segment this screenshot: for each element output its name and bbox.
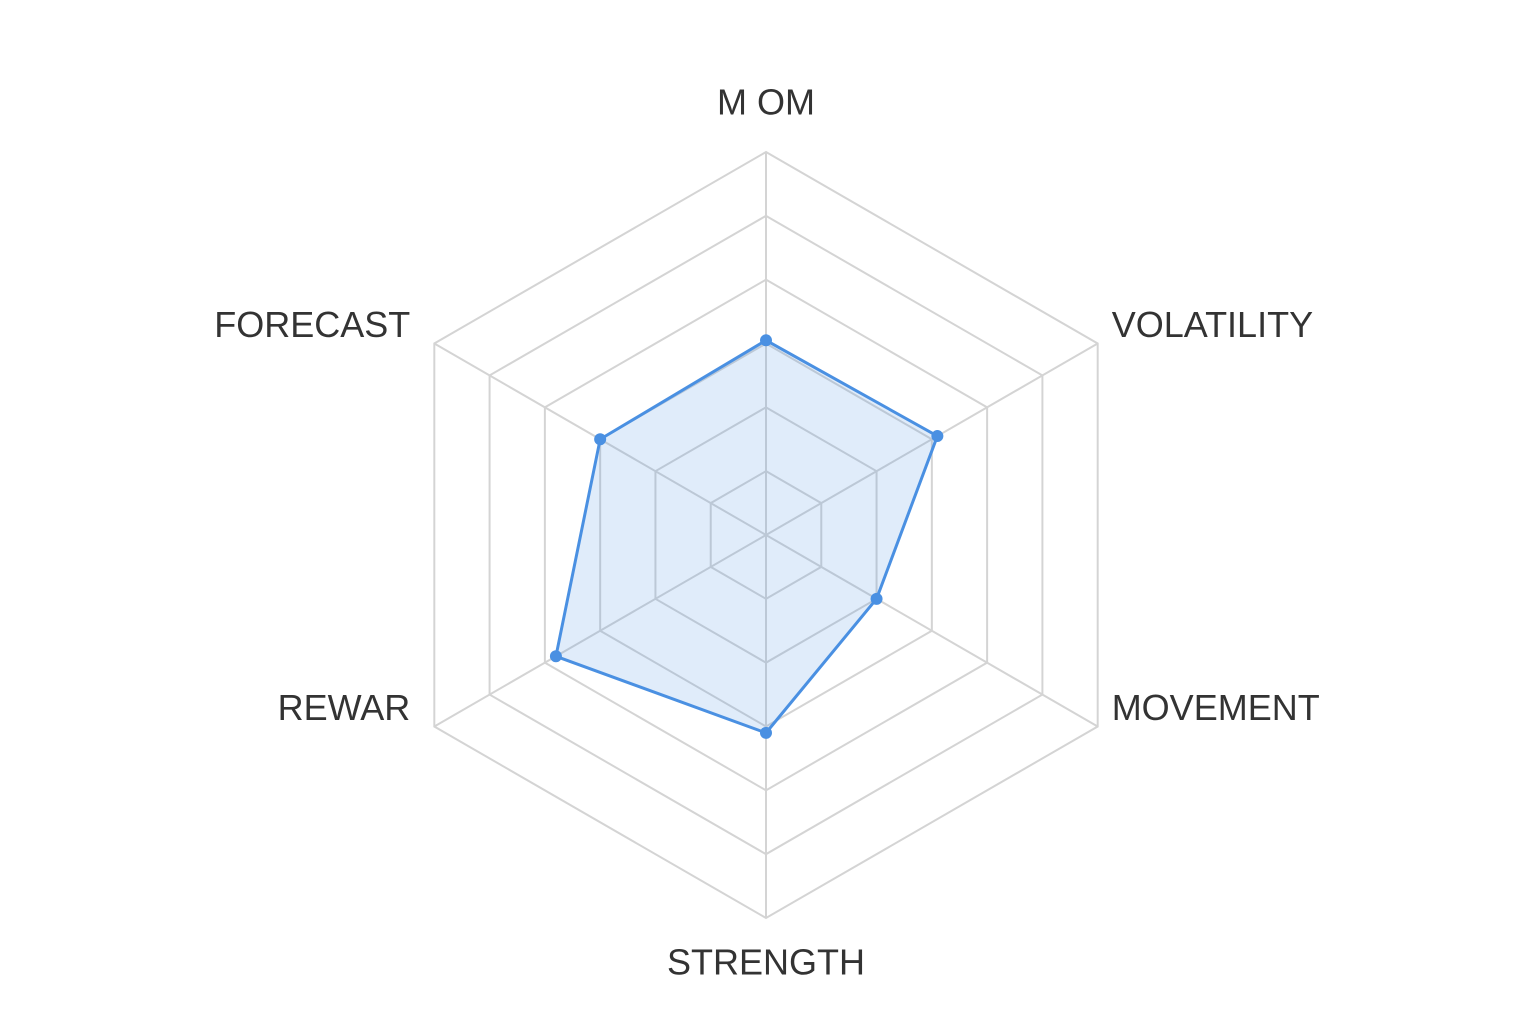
axis-spoke — [433, 534, 767, 728]
axis-spoke — [765, 342, 1099, 536]
data-point — [870, 592, 883, 605]
axis-spoke — [765, 534, 1099, 728]
data-area — [554, 338, 939, 735]
axis-label: FORECAST — [214, 304, 410, 345]
axis-label: STRENGTH — [667, 942, 865, 983]
data-point — [549, 650, 562, 663]
data-point — [931, 430, 944, 443]
data-point — [594, 433, 607, 446]
axis-label: MOVEMENT — [1112, 687, 1320, 728]
axis-label: REWAR — [278, 687, 411, 728]
axis-label: VOLATILITY — [1112, 304, 1313, 345]
axis-label: M OM — [717, 82, 815, 123]
data-point — [760, 334, 772, 347]
data-point — [760, 726, 772, 739]
